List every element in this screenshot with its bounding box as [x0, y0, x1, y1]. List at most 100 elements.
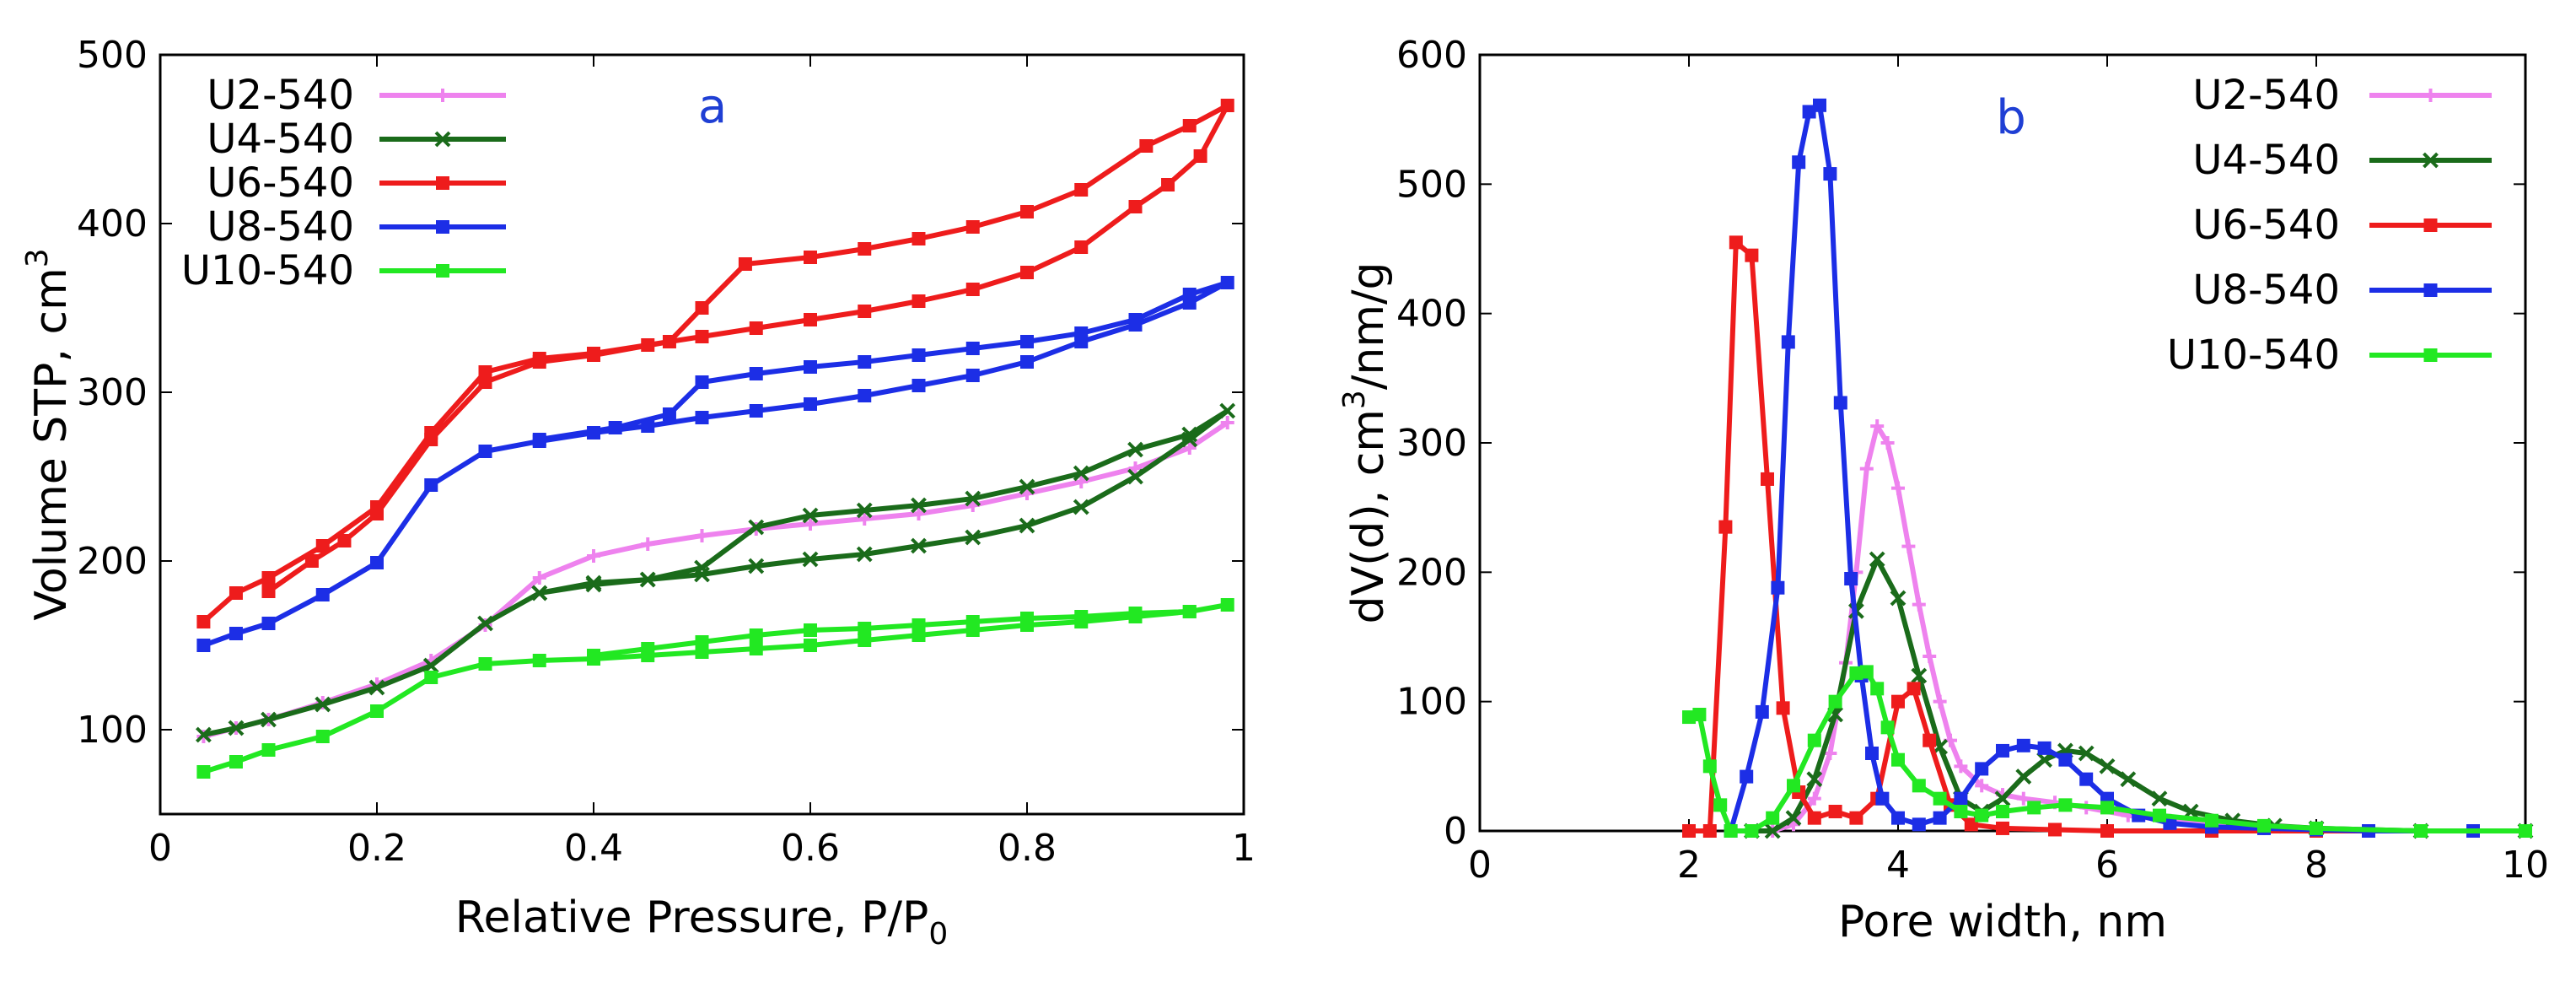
data-point-u6-540 [1776, 701, 1790, 715]
legend-marker-u10-540 [2423, 348, 2438, 362]
data-point-u4-540 [748, 558, 765, 574]
data-point-u8-540 [2058, 752, 2073, 767]
data-point-u6-540 [858, 305, 872, 318]
legend-label-u2-540: U2-540 [207, 72, 354, 119]
data-point-u2-540 [1954, 759, 1968, 774]
data-point-u2-540 [858, 512, 872, 526]
data-point-u10-540 [1849, 666, 1863, 680]
data-point-u6-540 [2048, 822, 2062, 837]
y-tick-label: 300 [1396, 422, 1467, 465]
data-point-u8-540 [858, 389, 872, 402]
data-point-u2-540 [1880, 436, 1895, 450]
data-point-u4-540 [1869, 551, 1885, 568]
data-point-u6-540 [1996, 821, 2009, 835]
data-point-u4-540 [195, 726, 212, 743]
data-point-u8-540 [1891, 811, 1905, 825]
data-point-u8-540 [858, 355, 872, 369]
data-point-u6-540 [261, 585, 276, 598]
panel-b-x-axis-title: Pore width, nm [1838, 897, 2167, 947]
data-point-u4-540 [2015, 769, 2032, 785]
x-tick-label: 0 [148, 827, 172, 870]
series-u6-540 [196, 99, 1234, 628]
data-point-u10-540 [912, 618, 926, 632]
data-point-u10-540 [2257, 818, 2271, 833]
y-tick-label: 400 [77, 202, 148, 245]
data-point-u6-540 [804, 251, 817, 264]
data-point-u6-540 [695, 330, 709, 343]
data-point-u8-540 [912, 348, 926, 362]
y-tick-label: 100 [1396, 681, 1467, 724]
y-tick-label: 600 [1396, 34, 1467, 77]
legend-entry-u4-540: U4-540 [2192, 137, 2492, 184]
data-point-u8-540 [1128, 313, 1143, 326]
data-point-u6-540 [695, 301, 709, 315]
data-point-u10-540 [229, 755, 243, 769]
data-point-u6-540 [1807, 811, 1821, 825]
data-point-u4-540 [1019, 478, 1035, 495]
data-point-u10-540 [1787, 779, 1800, 793]
legend-marker-u2-540 [2423, 89, 2438, 102]
x-tick-label: 0.2 [347, 827, 406, 870]
data-point-u8-540 [261, 617, 276, 630]
data-point-u10-540 [858, 634, 872, 647]
series-u4-540 [195, 402, 1236, 743]
data-point-u8-540 [1020, 355, 1034, 369]
panel-a-x-axis-title: Relative Pressure, P/P0 [455, 893, 948, 952]
data-point-u10-540 [641, 642, 655, 655]
data-point-u8-540 [1833, 396, 1847, 410]
series-u8-540 [1724, 98, 2532, 838]
x-tick-label: 0.6 [781, 827, 840, 870]
legend-marker-u6-540 [2423, 218, 2438, 232]
data-point-u10-540 [1807, 733, 1821, 747]
data-point-u2-540 [1975, 779, 1989, 793]
y-tick-label: 400 [1396, 293, 1467, 336]
panel-b-letter: b [1996, 90, 2026, 145]
legend-marker-u4-540 [2423, 152, 2439, 169]
data-point-u2-540 [1923, 650, 1937, 663]
y-tick-label: 200 [1396, 551, 1467, 594]
panel-a-x-axis-title-sub: 0 [928, 917, 948, 952]
data-point-u8-540 [2163, 816, 2177, 830]
panel-a-x-axis-title-main: Relative Pressure, P/P [455, 893, 929, 943]
panel-a-y-axis-title-main: Volume STP, cm [26, 267, 77, 620]
data-point-u8-540 [1912, 817, 1926, 832]
data-point-u10-540 [1933, 791, 1947, 806]
legend-entry-u4-540: U4-540 [207, 116, 506, 163]
data-point-u4-540 [639, 571, 656, 588]
data-point-u10-540 [2153, 808, 2166, 822]
data-point-u2-540 [1891, 481, 1905, 495]
data-point-u4-540 [1127, 441, 1143, 458]
data-point-u8-540 [662, 407, 676, 421]
data-point-u2-540 [1901, 539, 1916, 553]
data-point-u8-540 [1740, 769, 1754, 784]
data-point-u8-540 [1933, 811, 1947, 825]
data-point-u6-540 [804, 313, 817, 326]
panel-b-plot-frame [1478, 53, 2527, 833]
data-point-u10-540 [695, 635, 709, 649]
legend-marker-u6-540 [436, 176, 449, 190]
data-point-u4-540 [1019, 517, 1035, 534]
data-point-u6-540 [1020, 205, 1034, 218]
data-point-u4-540 [261, 711, 277, 728]
data-point-u8-540 [965, 369, 980, 382]
legend-entry-u6-540: U6-540 [2192, 202, 2492, 249]
data-point-u4-540 [856, 546, 873, 563]
x-tick-label: 1 [1232, 827, 1256, 870]
series-u10-540 [196, 598, 1234, 779]
data-point-u6-540 [1718, 520, 1733, 534]
data-point-u10-540 [1859, 665, 1874, 679]
data-point-u10-540 [965, 615, 980, 628]
legend-marker-u8-540 [2423, 283, 2438, 297]
series-line-u8-540 [201, 280, 1230, 648]
data-point-u4-540 [1911, 667, 1928, 684]
data-point-u10-540 [1954, 805, 1968, 818]
data-point-u8-540 [1975, 762, 1989, 776]
data-point-u8-540 [804, 360, 817, 374]
data-point-u6-540 [912, 232, 926, 245]
x-tick-label: 2 [1677, 844, 1701, 887]
data-point-u6-540 [1923, 733, 1937, 747]
data-point-u10-540 [261, 743, 276, 757]
data-point-u10-540 [2414, 824, 2428, 838]
data-point-u2-540 [641, 537, 655, 551]
data-point-u10-540 [1975, 808, 1989, 822]
